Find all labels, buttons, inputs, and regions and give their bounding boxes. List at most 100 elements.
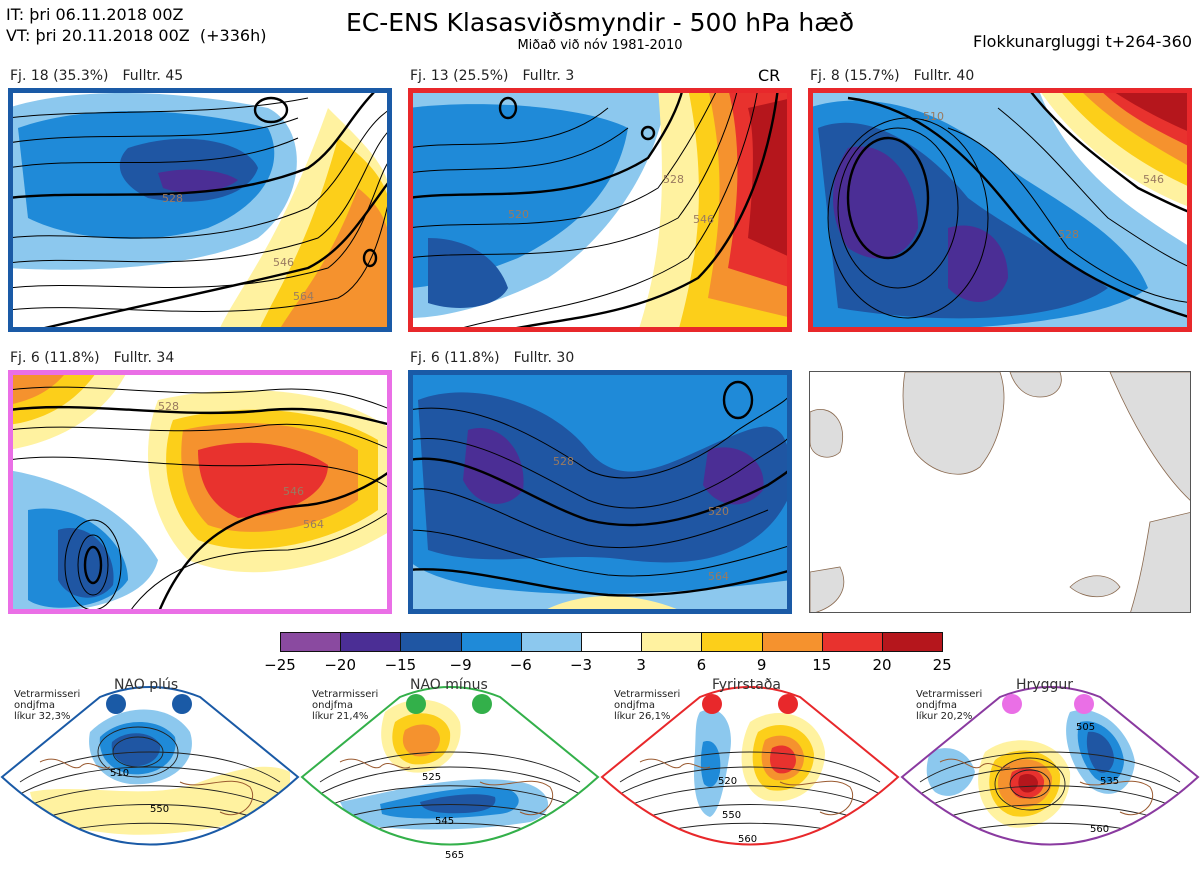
panel-3-label: Fj. 8 (15.7%) Fulltr. 40 [810, 68, 988, 84]
valid-time: VT: þri 20.11.2018 00Z (+336h) [6, 26, 267, 45]
cluster-map-4: 528 546 564 [8, 370, 392, 614]
regime-contour-label: 560 [738, 834, 757, 845]
regime-nao-minus: 525 545 565 [300, 672, 600, 871]
regime-contour-label: 520 [718, 776, 737, 787]
colorbar-segment [641, 632, 703, 652]
colorbar-tick-label: 9 [756, 656, 767, 674]
colorbar-segment [882, 632, 944, 652]
regime-title-nao-minus: NAO mínus [410, 677, 488, 693]
regime-dot [702, 694, 722, 714]
panel-1-rep: Fulltr. 45 [122, 68, 184, 84]
regime-dot [172, 694, 192, 714]
panel-3-contour-label: 510 [923, 110, 944, 123]
regime-title-blocking: Fyrirstaða [712, 677, 781, 693]
panel-3-border [808, 88, 1192, 332]
regime-note-ridge: Vetrarmisseri ondjfma líkur 20,2% [916, 689, 983, 722]
page-title: EC-ENS Klasasviðsmyndir - 500 hPa hæð [345, 8, 855, 37]
colorbar-tick-label: −25 [264, 656, 296, 674]
colorbar-tick-label: −9 [449, 656, 472, 674]
panel-5-contour-label: 528 [553, 455, 574, 468]
panel-3-rep: Fulltr. 40 [913, 68, 975, 84]
regime-contour-label: 550 [150, 804, 169, 815]
panel-5-freq: Fj. 6 (11.8%) [410, 350, 500, 366]
init-time: IT: þri 06.11.2018 00Z [6, 5, 184, 24]
regime-contour-label: 565 [445, 850, 464, 861]
panel-1-freq: Fj. 18 (35.3%) [10, 68, 109, 84]
cluster-map-2: 520 528 546 [408, 88, 792, 332]
regime-contour-label: 545 [435, 816, 454, 827]
panel-1-border [8, 88, 392, 332]
panel-3-freq: Fj. 8 (15.7%) [810, 68, 900, 84]
colorbar-segment [400, 632, 462, 652]
panel-4-freq: Fj. 6 (11.8%) [10, 350, 100, 366]
colorbar-segment [460, 632, 522, 652]
empty-base-map [809, 371, 1191, 613]
panel-2-label: Fj. 13 (25.5%) Fulltr. 3 [410, 68, 588, 84]
regime-row: 510 550 [0, 672, 1200, 871]
colorbar-tick-label: 25 [932, 656, 952, 674]
regime-contour-label: 505 [1076, 722, 1095, 733]
regime-note-nao-plus: Vetrarmisseri ondjfma líkur 32,3% [14, 689, 81, 722]
colorbar-segment [581, 632, 643, 652]
regime-nao-plus: 510 550 [0, 672, 300, 871]
colorbar-tick-label: 6 [696, 656, 707, 674]
colorbar-tick-label: 3 [636, 656, 646, 674]
panel-5-contour-label: 520 [708, 505, 729, 518]
colorbar-segment [340, 632, 402, 652]
panel-4-label: Fj. 6 (11.8%) Fulltr. 34 [10, 350, 188, 366]
panel-2-rep: Fulltr. 3 [522, 68, 575, 84]
panel-3-contour-label: 528 [1058, 228, 1079, 241]
panel-5-border [408, 370, 792, 614]
colorbar-segment [520, 632, 582, 652]
regime-title-nao-plus: NAO plús [114, 677, 179, 693]
panel-2-contour-label: 528 [663, 173, 684, 186]
colorbar-tick-label: −15 [384, 656, 417, 674]
window-label: Flokkunargluggi t+264-360 [973, 32, 1192, 51]
panel-2-tag: CR [758, 66, 781, 85]
panel-1-contour-label: 546 [273, 256, 294, 269]
colorbar-tick-label: 15 [812, 656, 832, 674]
panel-5-rep: Fulltr. 30 [513, 350, 575, 366]
panel-1-contour-label: 564 [293, 290, 314, 303]
header-left: IT: þri 06.11.2018 00Z VT: þri 20.11.201… [6, 4, 266, 46]
regime-contour-label: 560 [1090, 824, 1109, 835]
regime-dot [406, 694, 426, 714]
regime-title-ridge: Hryggur [1016, 677, 1073, 693]
colorbar-segment [761, 632, 823, 652]
regime-dot [472, 694, 492, 714]
regime-dot [1002, 694, 1022, 714]
colorbar-tick-label: −6 [509, 656, 532, 674]
panel-4-rep: Fulltr. 34 [113, 350, 175, 366]
colorbar-tick-label: −20 [324, 656, 357, 674]
colorbar-tick-label: −3 [569, 656, 593, 674]
panel-4-border [8, 370, 392, 614]
regime-contour-label: 525 [422, 772, 441, 783]
regime-contour-label: 535 [1100, 776, 1119, 787]
regime-note-nao-minus: Vetrarmisseri ondjfma líkur 21,4% [312, 689, 379, 722]
regime-dot [106, 694, 126, 714]
regime-ridge: 505 535 560 [900, 672, 1200, 871]
regime-dot [778, 694, 798, 714]
panel-4-contour-label: 528 [158, 400, 179, 413]
panel-4-contour-label: 564 [303, 518, 324, 531]
panel-1-contour-label: 528 [162, 192, 183, 205]
cluster-map-5: 528 520 564 [408, 370, 792, 614]
colorbar-segment [701, 632, 763, 652]
colorbar-tick-label: 20 [872, 656, 892, 674]
regime-blocking: 520 550 560 [600, 672, 900, 871]
regime-contour-label: 550 [722, 810, 741, 821]
panel-5-label: Fj. 6 (11.8%) Fulltr. 30 [410, 350, 588, 366]
panel-4-contour-label: 546 [283, 485, 304, 498]
regime-contour-label: 510 [110, 768, 129, 779]
colorbar-segment [280, 632, 342, 652]
panel-1-label: Fj. 18 (35.3%) Fulltr. 45 [10, 68, 197, 84]
cluster-map-1: 528 546 564 [8, 88, 392, 332]
panel-3-contour-label: 546 [1143, 173, 1164, 186]
page-subtitle: Miðað við nóv 1981-2010 [517, 38, 683, 53]
panel-5-contour-label: 564 [708, 570, 729, 583]
regime-note-blocking: Vetrarmisseri ondjfma líkur 26,1% [614, 689, 681, 722]
panel-2-freq: Fj. 13 (25.5%) [410, 68, 509, 84]
panel-2-contour-label: 546 [693, 213, 714, 226]
panel-2-contour-label: 520 [508, 208, 529, 221]
regime-dot [1074, 694, 1094, 714]
